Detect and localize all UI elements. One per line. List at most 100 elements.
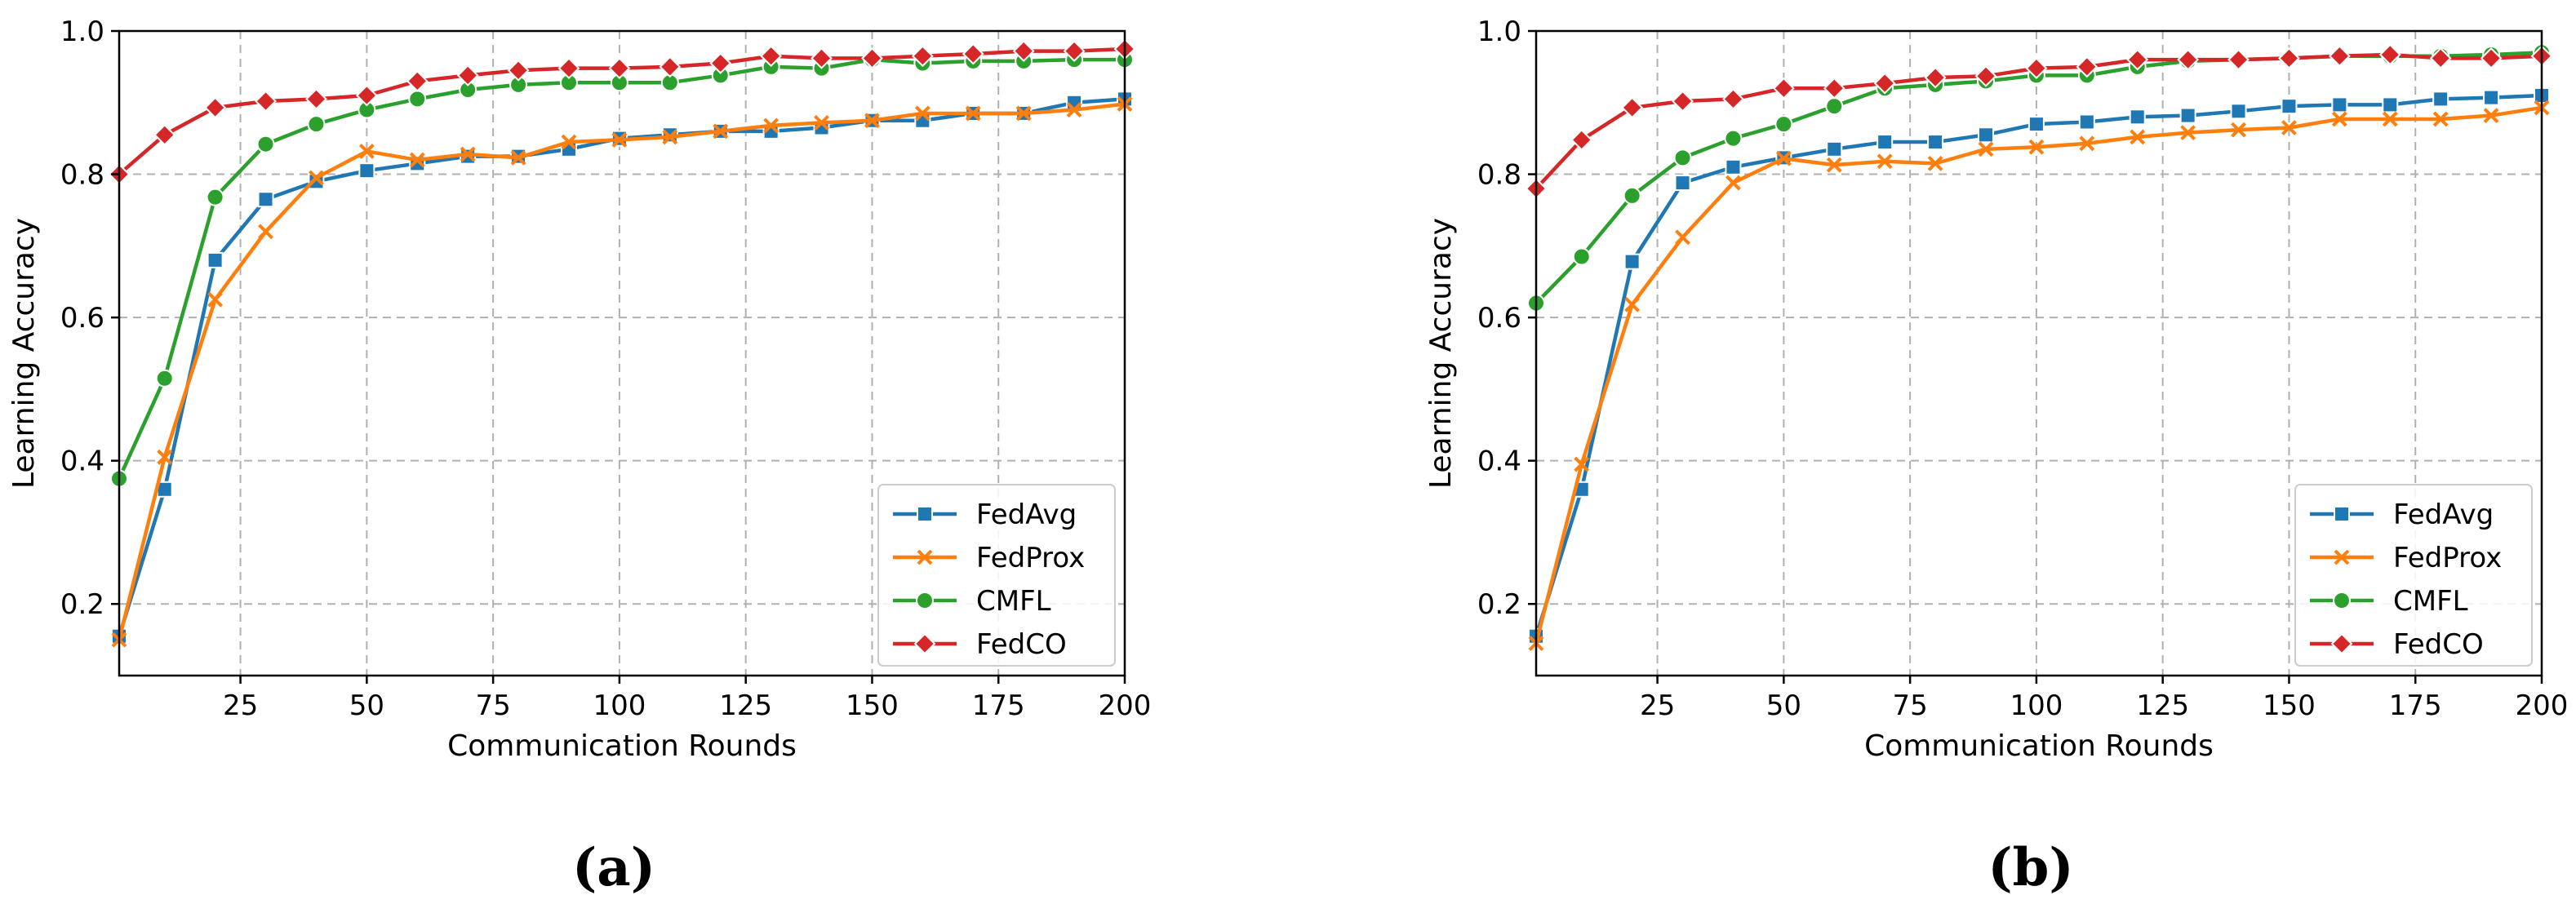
data-point-fedprox-stroke	[1574, 456, 1590, 472]
data-point-fedprox-stroke	[2231, 122, 2246, 138]
data-point-cmfl	[1673, 148, 1692, 167]
data-point-fedavg	[358, 162, 375, 179]
data-point-cmfl	[1774, 115, 1793, 134]
y-tick-label: 1.0	[60, 16, 104, 48]
data-point-fedavg	[2179, 107, 2196, 124]
x-tick-label: 150	[2263, 689, 2316, 722]
y-tick-label: 0.8	[1477, 159, 1521, 192]
data-point-fedavg	[2027, 116, 2045, 133]
data-point-fedco	[1974, 64, 1997, 87]
data-point-fedavg	[207, 251, 224, 268]
legend-label: FedAvg	[976, 499, 1077, 531]
data-point-fedprox-stroke	[157, 449, 173, 465]
data-point-cmfl	[1825, 97, 1844, 116]
x-tick-label: 200	[1099, 689, 1152, 722]
data-point-fedprox-stroke	[2281, 120, 2297, 135]
data-point-fedco	[255, 90, 277, 113]
data-point-fedprox	[914, 105, 930, 122]
data-point-fedprox-stroke	[1978, 141, 1994, 157]
x-axis-label: Communication Rounds	[1864, 729, 2214, 763]
data-point-cmfl	[1572, 247, 1591, 266]
data-point-fedprox	[460, 146, 476, 162]
legend: FedAvg FedProx CMFL FedCO	[2294, 484, 2533, 667]
data-point-fedprox-stroke	[2079, 135, 2095, 152]
data-point-fedavg	[2382, 96, 2399, 113]
data-point-fedco	[2480, 47, 2503, 69]
data-point-fedprox-stroke	[1775, 150, 1792, 166]
data-point-fedprox	[207, 291, 224, 308]
x-tick-label: 175	[972, 689, 1025, 722]
data-point-fedprox	[2079, 135, 2095, 152]
data-point-fedavg	[1674, 175, 1691, 192]
data-point-fedprox	[965, 105, 981, 122]
data-point-fedco	[2429, 47, 2452, 69]
legend-label: CMFL	[2393, 585, 2468, 618]
data-point-cmfl	[408, 90, 427, 109]
data-point-cmfl	[155, 369, 174, 388]
data-point-fedprox-stroke	[2382, 111, 2398, 127]
data-point-fedprox-stroke	[258, 224, 273, 240]
data-point-fedco	[204, 96, 227, 119]
legend-marker	[2334, 549, 2350, 565]
data-point-fedco	[2025, 57, 2048, 80]
legend-label: FedCO	[976, 628, 1067, 661]
data-point-fedprox	[157, 449, 173, 465]
data-point-fedprox-stroke	[1015, 105, 1032, 122]
legend-marker	[917, 549, 933, 565]
x-tick-label: 150	[846, 689, 899, 722]
data-point-fedprox	[561, 134, 577, 150]
series-cmfl	[110, 51, 1134, 488]
data-point-fedprox	[2130, 129, 2146, 145]
data-point-fedprox-stroke	[2028, 139, 2045, 155]
data-point-fedprox	[662, 129, 678, 145]
data-point-fedprox	[1066, 102, 1082, 117]
data-point-fedprox	[358, 144, 375, 159]
plot-frame	[118, 29, 1126, 677]
data-point-fedavg	[2483, 89, 2500, 106]
data-point-fedco	[1924, 66, 1947, 89]
y-tick-label: 1.0	[1477, 16, 1521, 48]
legend-item-cmfl: CMFL	[2310, 585, 2468, 618]
data-point-fedprox-stroke	[1826, 157, 1842, 173]
x-tick-label: 100	[2010, 689, 2063, 722]
chart-panel-a: 25 50 75 100 125 150 175 200 0.2 0.4 0.6 0.8 1.0 Comm…	[7, 16, 1151, 898]
data-point-fedprox	[2028, 139, 2045, 155]
legend-label: FedProx	[2393, 542, 2502, 574]
data-point-fedprox	[1725, 175, 1741, 191]
data-point-fedprox-stroke	[2130, 129, 2146, 145]
data-point-fedco	[2328, 45, 2351, 68]
y-tick-label: 0.8	[60, 159, 104, 192]
data-point-fedprox	[1574, 456, 1590, 472]
data-point-fedco	[1012, 40, 1035, 62]
x-tick-label: 75	[1892, 689, 1927, 722]
data-point-fedco	[760, 45, 783, 68]
legend-marker	[2333, 592, 2351, 609]
chart-panel-b: 25 50 75 100 125 150 175 200 0.2 0.4 0.6 0.8 1.0 Comm…	[1424, 16, 2568, 898]
x-tick-label: 125	[719, 689, 772, 722]
data-point-fedco	[2278, 47, 2300, 69]
panel-label: (b)	[1988, 837, 2073, 898]
legend-box	[877, 484, 1116, 667]
x-tick-label: 25	[1640, 689, 1675, 722]
legend-marker	[916, 592, 934, 609]
data-point-fedprox	[510, 149, 526, 166]
data-point-fedco	[1772, 77, 1795, 100]
y-tick-label: 0.4	[60, 445, 104, 478]
data-point-fedavg	[1927, 134, 1944, 151]
data-point-fedavg	[1826, 140, 1843, 157]
data-point-fedprox	[309, 170, 324, 186]
data-point-fedprox	[864, 113, 880, 129]
data-point-fedprox-stroke	[814, 114, 829, 131]
data-point-fedco	[456, 64, 479, 86]
x-tick-label: 25	[223, 689, 258, 722]
data-point-fedprox	[2180, 125, 2196, 141]
data-point-fedprox	[1675, 229, 1690, 246]
data-point-fedavg	[2281, 98, 2298, 115]
legend-marker	[917, 506, 933, 522]
data-point-fedprox-stroke	[611, 132, 628, 148]
data-point-fedavg	[2078, 113, 2095, 131]
data-point-fedprox-stroke	[207, 291, 224, 308]
data-point-cmfl	[1724, 129, 1743, 148]
data-point-fedprox-stroke	[309, 170, 324, 186]
y-tick-label: 0.2	[60, 588, 104, 621]
